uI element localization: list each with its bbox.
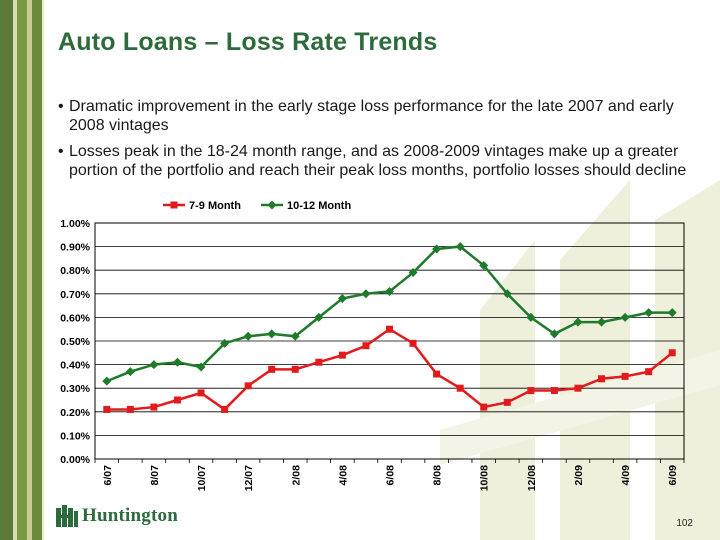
bullet-glyph: •	[58, 98, 64, 115]
x-tick-label: 6/09	[667, 465, 679, 486]
data-point	[243, 331, 253, 341]
data-point	[456, 384, 464, 392]
x-tick-label: 12/08	[526, 465, 538, 491]
data-point	[574, 384, 582, 392]
y-tick-label: 0.70%	[60, 289, 90, 301]
legend-label: 10-12 Month	[287, 200, 351, 212]
y-tick-label: 0.40%	[60, 360, 90, 372]
legend-item: 10-12 Month	[261, 200, 351, 212]
data-point	[479, 260, 489, 270]
data-point	[126, 405, 134, 413]
bullet-item: • Dramatic improvement in the early stag…	[58, 97, 708, 135]
data-point	[644, 308, 654, 318]
data-point	[338, 351, 346, 359]
data-point	[526, 312, 536, 322]
data-point	[267, 329, 277, 339]
data-point	[173, 396, 181, 404]
series-10-12-month	[102, 242, 677, 386]
y-tick-label: 0.30%	[60, 383, 90, 395]
data-point	[196, 362, 206, 372]
data-point	[362, 342, 370, 350]
data-point	[314, 312, 324, 322]
x-tick-label: 6/08	[385, 465, 397, 486]
x-tick-label: 4/09	[620, 465, 632, 486]
y-tick-label: 1.00%	[60, 218, 90, 230]
data-point	[408, 268, 418, 278]
loss-rate-line-chart: 0.00% 0.10% 0.20% 0.30% 0.40% 0.50% 0.60% 0.70%…	[60, 200, 685, 491]
data-point	[290, 331, 300, 341]
data-point	[361, 289, 371, 299]
huntington-logo: Huntington	[56, 505, 178, 527]
data-point	[667, 308, 677, 318]
y-tick-label: 0.10%	[60, 430, 90, 442]
data-point	[433, 370, 441, 378]
legend-item: 7-9 Month	[163, 200, 241, 212]
slide-title: Auto Loans – Loss Rate Trends	[58, 28, 438, 56]
bullet-list: • Dramatic improvement in the early stag…	[58, 97, 708, 187]
x-tick-label: 8/08	[432, 465, 444, 486]
data-point	[125, 367, 135, 377]
data-point	[197, 389, 205, 397]
data-point	[550, 387, 558, 395]
slide-sidebar-stripes	[0, 0, 44, 540]
bullet-item: • Losses peak in the 18-24 month range, …	[58, 142, 708, 180]
data-point	[172, 357, 182, 367]
x-tick-label: 6/07	[102, 465, 114, 486]
data-point	[315, 358, 323, 366]
huntington-logo-icon	[56, 505, 78, 527]
data-point	[432, 244, 442, 254]
y-tick-label: 0.50%	[60, 336, 90, 348]
data-point	[149, 360, 159, 370]
legend-marker	[267, 200, 277, 210]
plot-area-border	[94, 222, 685, 460]
series-line	[106, 245, 673, 383]
data-point	[455, 242, 465, 252]
x-tick-label: 2/08	[290, 465, 302, 486]
data-point	[480, 403, 488, 411]
data-point	[598, 375, 606, 383]
x-tick-label: 10/07	[196, 465, 208, 491]
x-tick-label: 12/07	[243, 465, 255, 491]
data-point	[502, 289, 512, 299]
data-point	[668, 349, 676, 357]
x-tick-label: 2/09	[573, 465, 585, 486]
logo-wordmark: Huntington	[82, 505, 178, 526]
bullet-text: Losses peak in the 18-24 month range, an…	[69, 143, 687, 179]
data-point	[103, 405, 111, 413]
x-tick-label: 8/07	[149, 465, 161, 486]
legend-label: 7-9 Month	[189, 200, 241, 212]
x-tick-label: 4/08	[337, 465, 349, 486]
data-point	[150, 403, 158, 411]
data-point	[527, 387, 535, 395]
page-number: 102	[676, 518, 693, 529]
bullet-text: Dramatic improvement in the early stage …	[69, 98, 674, 134]
series-7-9-month	[103, 325, 676, 413]
data-point	[386, 325, 393, 333]
data-point	[291, 365, 299, 373]
y-tick-label: 0.00%	[60, 454, 90, 466]
data-point	[337, 294, 347, 304]
y-tick-label: 0.60%	[60, 312, 90, 324]
y-tick-label: 0.20%	[60, 407, 90, 419]
data-point	[221, 405, 229, 413]
data-point	[597, 317, 607, 327]
y-tick-label: 0.90%	[60, 242, 90, 254]
data-point	[268, 365, 276, 373]
data-point	[549, 329, 559, 339]
data-point	[409, 339, 417, 347]
data-point	[620, 312, 630, 322]
data-point	[385, 286, 394, 296]
data-point	[102, 376, 112, 386]
data-point	[621, 372, 629, 380]
data-point	[503, 398, 511, 406]
data-point	[645, 368, 653, 376]
x-tick-label: 10/08	[479, 465, 491, 491]
legend-marker	[170, 201, 178, 209]
data-point	[220, 338, 230, 348]
bullet-glyph: •	[58, 143, 64, 160]
data-point	[244, 382, 252, 390]
data-point	[573, 317, 583, 327]
y-tick-label: 0.80%	[60, 265, 90, 277]
